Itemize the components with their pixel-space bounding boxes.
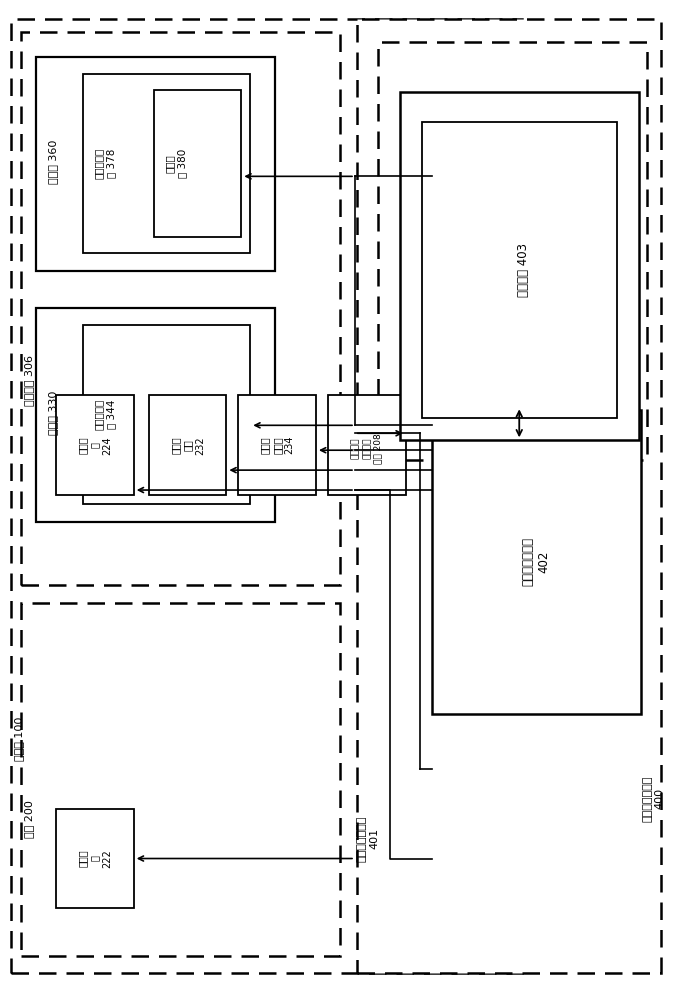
Bar bbox=[149, 395, 226, 495]
Bar bbox=[56, 395, 134, 495]
Text: 后缘设
备
224: 后缘设 备 224 bbox=[77, 436, 112, 455]
Bar bbox=[22, 32, 340, 585]
Bar bbox=[357, 19, 661, 973]
Text: 升降舵致动
器 378: 升降舵致动 器 378 bbox=[94, 148, 116, 179]
Bar bbox=[431, 410, 641, 714]
Bar bbox=[36, 57, 275, 271]
Bar bbox=[11, 19, 522, 973]
Text: 存储设备 403: 存储设备 403 bbox=[517, 243, 530, 297]
Bar bbox=[153, 90, 242, 237]
Text: 飞行控制处理器
402: 飞行控制处理器 402 bbox=[522, 537, 551, 586]
Text: 水平尾翼 306: 水平尾翼 306 bbox=[24, 355, 34, 406]
Text: 稳定器致动
器 344: 稳定器致动 器 344 bbox=[94, 399, 116, 430]
Bar bbox=[36, 308, 275, 522]
Bar bbox=[22, 603, 340, 956]
Bar bbox=[328, 395, 406, 495]
Bar bbox=[422, 122, 617, 418]
Text: 机翼 200: 机翼 200 bbox=[24, 800, 34, 838]
Text: 飞行器 100: 飞行器 100 bbox=[14, 717, 24, 761]
Bar bbox=[56, 809, 134, 908]
Text: 前缘设
备
222: 前缘设 备 222 bbox=[77, 849, 112, 868]
Text: 速度制
动手柄
234: 速度制 动手柄 234 bbox=[260, 436, 295, 454]
Text: 飞行控制计算机
401: 飞行控制计算机 401 bbox=[357, 815, 379, 862]
Text: 速度制
动器
232: 速度制 动器 232 bbox=[170, 436, 205, 455]
Bar bbox=[83, 325, 250, 504]
Bar bbox=[238, 395, 316, 495]
Text: 升降舵 360: 升降舵 360 bbox=[48, 139, 58, 184]
Text: 稳定器 330: 稳定器 330 bbox=[48, 390, 58, 435]
Text: 液压系
统 380: 液压系 统 380 bbox=[164, 149, 187, 178]
Text: 升降舵控制系统
400: 升降舵控制系统 400 bbox=[643, 776, 665, 822]
Bar bbox=[83, 74, 250, 253]
Text: 机翼操纵
载荷减缓
系统 208: 机翼操纵 载荷减缓 系统 208 bbox=[351, 433, 382, 464]
Bar bbox=[378, 42, 647, 460]
Bar bbox=[400, 92, 639, 440]
